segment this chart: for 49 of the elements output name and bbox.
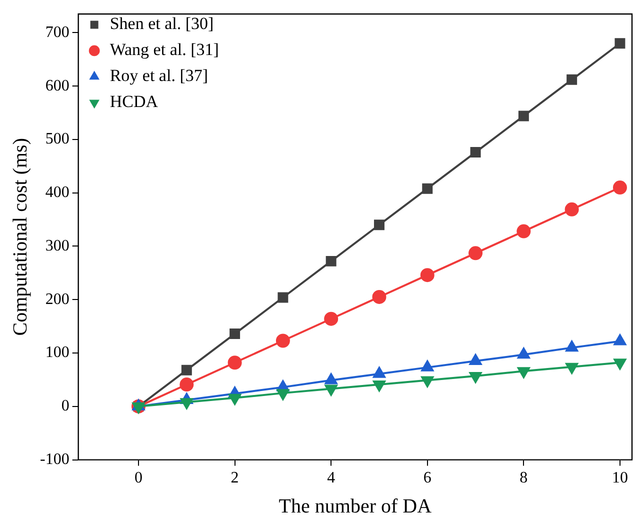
point [276,334,290,348]
point [469,354,482,366]
point [324,312,338,326]
x-tick-label: 2 [230,470,239,487]
legend-label: HCDA [110,92,159,112]
legend-label: Wang et al. [31] [110,40,219,60]
y-tick-label: 200 [45,290,70,308]
point [566,362,578,374]
point [614,38,626,49]
point [566,340,578,352]
point [518,110,529,122]
x-tick-label: 8 [520,470,528,487]
y-tick-label: 0 [61,398,70,415]
y-tick-label: 600 [45,77,70,94]
point [324,384,338,396]
legend-label: Roy et al. [37] [110,66,208,86]
point [422,183,433,194]
y-tick-label: 400 [45,184,70,202]
point [516,224,531,238]
point [469,372,482,383]
x-tick-label: 0 [134,470,143,487]
point [468,246,483,260]
point [566,74,578,85]
x-tick-label: 4 [327,470,336,487]
legend-label: Shen et al. [30] [110,14,214,34]
point [374,220,384,230]
point [564,202,579,216]
point [228,394,241,405]
point [470,147,481,158]
x-tick-label: 6 [423,470,432,487]
x-tick-label: 10 [612,470,628,487]
point [517,348,530,359]
point [230,328,240,340]
point [180,378,194,392]
point [421,376,434,388]
y-tick-label: -100 [40,451,70,468]
y-tick-label: 100 [45,344,70,362]
point [181,364,192,376]
y-tick-label: 500 [45,130,70,148]
point [612,180,627,195]
point [372,290,386,304]
y-tick-label: 700 [45,24,70,41]
point [420,268,434,282]
x-axis-title: The number of DA [278,495,432,518]
y-axis-title: Computational cost (ms) [9,138,32,336]
point [278,292,288,303]
point [326,256,336,266]
point [228,356,242,370]
y-tick-label: 300 [45,237,70,254]
